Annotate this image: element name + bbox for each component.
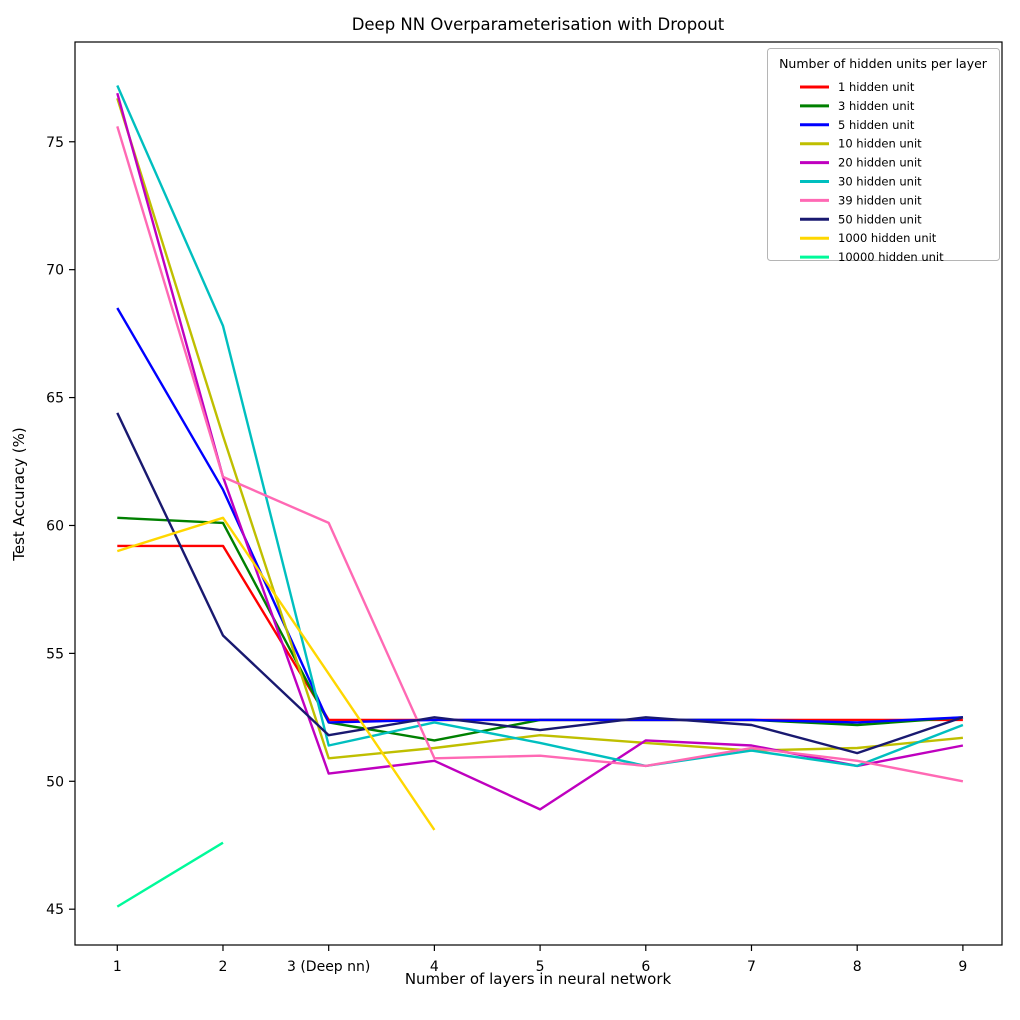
series-line-10000-hidden-unit (116, 841, 224, 908)
legend-label: 1 hidden unit (838, 80, 915, 94)
x-tick-label: 3 (Deep nn) (287, 959, 370, 975)
axes-spines (74, 41, 1003, 946)
legend-label: 30 hidden unit (838, 175, 922, 189)
series-line-50-hidden-unit (116, 412, 964, 755)
legend-title: Number of hidden units per layer (779, 56, 988, 71)
y-tick-label: 70 (46, 263, 64, 279)
series-line-39-hidden-unit (116, 126, 964, 783)
x-tick-label: 7 (747, 959, 756, 975)
y-tick-label: 60 (46, 518, 64, 534)
series-line-10-hidden-unit (116, 97, 964, 760)
y-axis-label: Test Accuracy (%) (10, 427, 28, 562)
x-tick-label: 1 (113, 959, 122, 975)
legend-box (767, 48, 1000, 261)
chart-title: Deep NN Overparameterisation with Dropou… (352, 15, 725, 34)
legend-items: 1 hidden unit 3 hidden unit 5 hidden unit 1… (800, 80, 944, 264)
legend-label: 39 hidden unit (838, 193, 922, 207)
series-line-20-hidden-unit (116, 92, 964, 811)
x-tick-label: 8 (853, 959, 862, 975)
x-tick-label: 4 (430, 959, 439, 975)
legend-label: 50 hidden unit (838, 212, 922, 226)
x-tick-label: 2 (219, 959, 228, 975)
legend-label: 5 hidden unit (838, 118, 915, 132)
legend-label: 3 hidden unit (838, 99, 915, 113)
series-line-5-hidden-unit (116, 307, 963, 724)
series-line-30-hidden-unit (116, 85, 964, 768)
x-tick-label: 5 (536, 959, 545, 975)
legend-label: 10000 hidden unit (838, 250, 944, 264)
y-tick-label: 65 (46, 391, 64, 407)
series-line-1000-hidden-unit (116, 516, 436, 831)
plot-lines (116, 85, 964, 908)
x-axis-label: Number of layers in neural network (405, 970, 672, 988)
y-tick-label: 55 (46, 646, 64, 662)
legend: Number of hidden units per layer 1 hidde… (767, 48, 1000, 264)
legend-label: 20 hidden unit (838, 156, 922, 170)
legend-label: 10 hidden unit (838, 137, 922, 151)
y-tick-label: 45 (46, 902, 64, 918)
y-tick-label: 75 (46, 135, 64, 151)
y-tick-label: 50 (46, 774, 64, 790)
x-tick-label: 9 (958, 959, 967, 975)
legend-label: 1000 hidden unit (838, 231, 937, 245)
x-tick-label: 6 (641, 959, 650, 975)
